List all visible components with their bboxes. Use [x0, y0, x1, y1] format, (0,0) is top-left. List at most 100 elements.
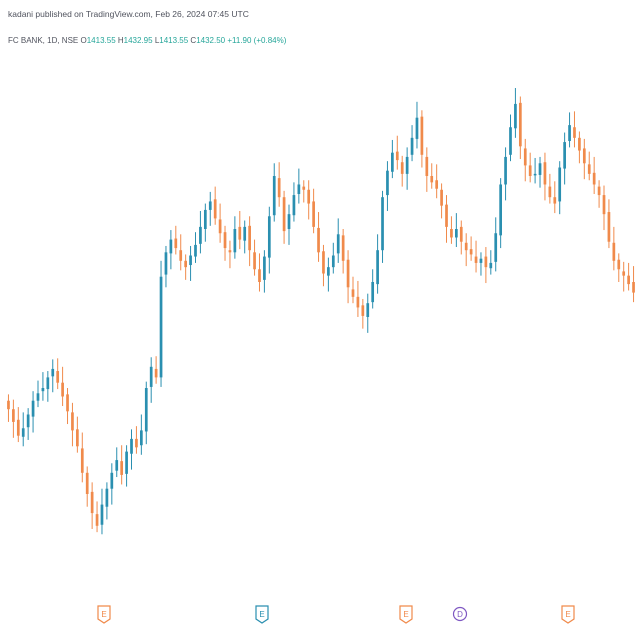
candle-body	[587, 164, 591, 174]
candle-body	[233, 229, 237, 253]
candle-body	[410, 137, 414, 155]
candle-body	[607, 212, 611, 242]
candle-body	[395, 151, 399, 161]
candle-body	[563, 142, 566, 169]
candle	[454, 213, 458, 248]
marker-letter: E	[101, 610, 106, 619]
candle	[272, 163, 276, 222]
candle-body	[430, 176, 434, 183]
candle-body	[484, 256, 488, 268]
candle	[543, 152, 547, 201]
candle-body	[208, 201, 212, 210]
candle	[592, 156, 596, 195]
candle	[499, 178, 503, 249]
candle	[381, 190, 384, 263]
candle	[528, 152, 532, 183]
candle	[371, 269, 375, 309]
candle-body	[331, 255, 335, 268]
candle	[154, 356, 158, 384]
candle-body	[7, 400, 10, 410]
candle	[617, 253, 621, 282]
candle	[263, 250, 266, 293]
candle-body	[474, 256, 478, 263]
candle-body	[12, 409, 15, 422]
candle	[110, 463, 114, 505]
candle-body	[267, 216, 271, 258]
earnings-marker[interactable]: E	[255, 605, 269, 624]
candle	[218, 203, 222, 243]
candle-body	[548, 186, 552, 198]
candle-body	[400, 162, 404, 174]
close-value: 1432.50	[196, 36, 226, 45]
candle-body	[238, 226, 242, 240]
candle	[533, 157, 537, 184]
candle-body	[272, 176, 276, 216]
candle	[76, 416, 79, 453]
candle-body	[243, 226, 247, 241]
candle-body	[36, 393, 40, 401]
candle-body	[523, 148, 527, 166]
candle-body	[454, 229, 458, 238]
publish-info: kadani published on TradingView.com, Feb…	[8, 9, 249, 19]
candle-body	[612, 242, 616, 261]
candle	[56, 358, 60, 390]
candle-body	[223, 232, 227, 249]
candle-body	[51, 368, 55, 377]
candle-body	[322, 251, 325, 274]
symbol-legend: FC BANK, 1D, NSE O1413.55 H1432.95 L1413…	[8, 36, 286, 45]
candle	[395, 135, 399, 170]
candle-body	[435, 180, 439, 189]
candle-body	[420, 116, 424, 155]
candle-body	[533, 173, 537, 176]
candle-body	[592, 172, 596, 185]
earnings-marker[interactable]: E	[399, 605, 413, 624]
candle	[16, 407, 20, 443]
candle-body	[371, 282, 375, 303]
candle	[208, 191, 212, 226]
candle	[607, 199, 611, 249]
candle	[479, 252, 483, 276]
candle-body	[100, 504, 104, 525]
candle	[130, 429, 133, 470]
earnings-marker[interactable]: E	[97, 605, 111, 624]
candle-body	[346, 259, 350, 288]
candle	[174, 225, 178, 255]
candle-body	[199, 226, 202, 244]
dividend-marker[interactable]: D	[452, 606, 468, 622]
candle	[125, 445, 128, 487]
candle-body	[450, 229, 453, 238]
candle-body	[115, 460, 119, 471]
candle	[189, 245, 192, 281]
candle-body	[31, 400, 35, 417]
candle	[203, 203, 207, 242]
candle-body	[149, 366, 153, 387]
candle	[464, 233, 468, 267]
candle-body	[499, 184, 503, 236]
candle-body	[381, 197, 384, 251]
candle-body	[282, 197, 286, 232]
candle-body	[356, 296, 360, 308]
candle	[199, 210, 202, 254]
candle-body	[56, 371, 60, 383]
candle-body	[617, 259, 621, 270]
earnings-marker[interactable]: E	[561, 605, 575, 624]
symbol-name: FC BANK, 1D, NSE	[8, 36, 79, 45]
candle	[400, 155, 404, 187]
low-label: L	[154, 36, 160, 45]
candle-body	[21, 428, 25, 437]
candle-body	[518, 102, 522, 147]
candle	[459, 220, 463, 255]
candle	[410, 125, 414, 162]
candle	[405, 147, 409, 190]
marker-shape	[399, 605, 413, 624]
candle-body	[189, 255, 192, 266]
candle	[7, 394, 10, 422]
marker-letter: E	[403, 610, 408, 619]
candle-body	[504, 156, 507, 185]
candle-body	[194, 244, 197, 257]
candle	[356, 280, 360, 317]
candle-body	[327, 267, 330, 276]
candle	[317, 212, 320, 262]
candle	[494, 217, 498, 272]
candle-body	[597, 186, 601, 196]
